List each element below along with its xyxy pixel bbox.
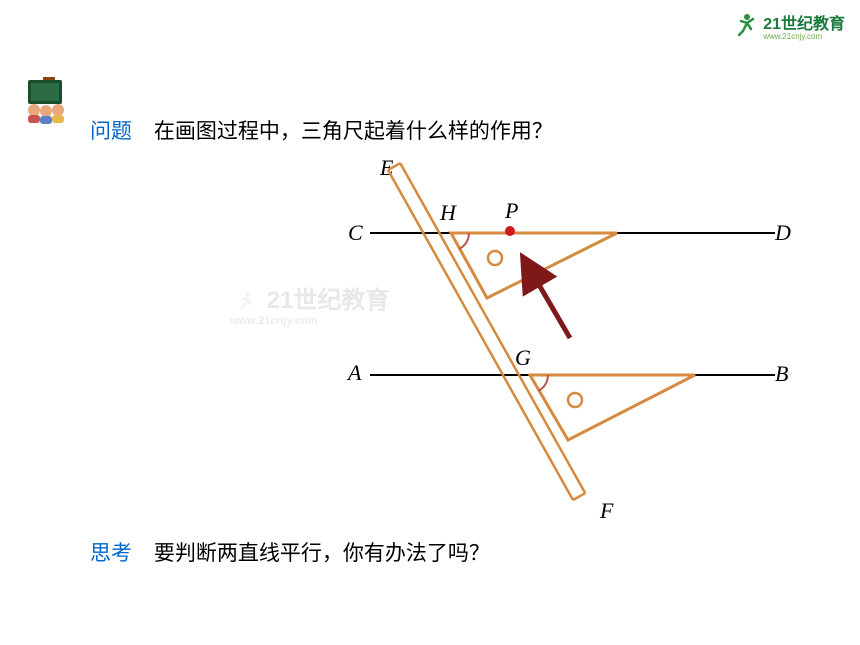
geometry-diagram-svg	[0, 0, 860, 560]
